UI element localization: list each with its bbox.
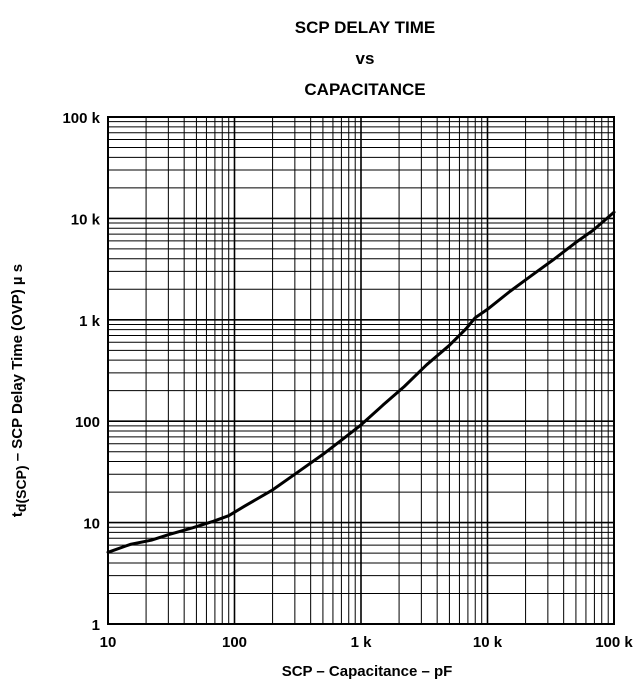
y-axis-label-subscript: d(SCP) xyxy=(13,465,29,512)
grid xyxy=(107,117,614,625)
y-tick-label: 1 k xyxy=(79,313,101,330)
y-tick-labels: 1 10 100 1 k 10 k 100 k xyxy=(62,110,100,634)
x-tick-label: 1 k xyxy=(351,634,373,651)
chart-title-line-2: vs xyxy=(355,49,375,68)
y-tick-label: 1 xyxy=(92,617,100,634)
y-tick-label: 10 k xyxy=(71,211,101,228)
x-tick-label: 100 k xyxy=(595,634,633,651)
series-line xyxy=(106,210,616,554)
plot-frame xyxy=(107,116,615,625)
x-axis-label: SCP – Capacitance – pF xyxy=(282,663,453,680)
x-tick-label: 100 xyxy=(222,634,247,651)
x-tick-label: 10 k xyxy=(473,634,503,651)
x-tick-labels: 10 100 1 k 10 k 100 k xyxy=(100,634,634,651)
y-tick-label: 100 xyxy=(75,414,100,431)
chart-title-line-1: SCP DELAY TIME xyxy=(294,18,436,37)
y-axis-label-rest: – SCP Delay Time (OVP) µ s xyxy=(9,264,26,466)
y-tick-label: 10 xyxy=(83,516,100,533)
y-axis-label: td(SCP) – SCP Delay Time (OVP) µ s xyxy=(9,264,29,517)
chart-title-line-3: CAPACITANCE xyxy=(304,80,426,99)
x-tick-label: 10 xyxy=(100,634,117,651)
y-axis-label-prefix: t xyxy=(9,512,26,517)
y-tick-label: 100 k xyxy=(62,110,100,127)
